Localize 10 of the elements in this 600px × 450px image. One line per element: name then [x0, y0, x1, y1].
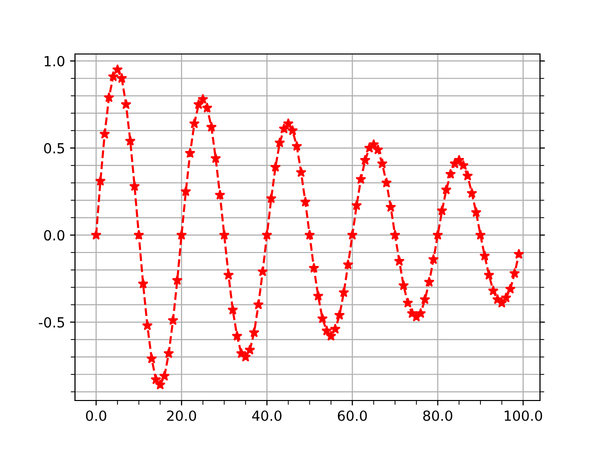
- x-tick-label: 40.0: [252, 410, 282, 421]
- x-tick-label: 20.0: [167, 410, 196, 421]
- x-tick-label: 60.0: [338, 410, 367, 421]
- y-tick-label: 0.5: [44, 142, 64, 154]
- x-tick-label: 100.0: [504, 410, 542, 421]
- y-tick-label: -0.5: [38, 317, 64, 328]
- y-tick-label: 0.0: [44, 230, 64, 241]
- x-tick-label: 80.0: [423, 410, 452, 421]
- x-tick-label: 0.0: [86, 410, 106, 421]
- y-tick-label: 1.0: [44, 56, 64, 66]
